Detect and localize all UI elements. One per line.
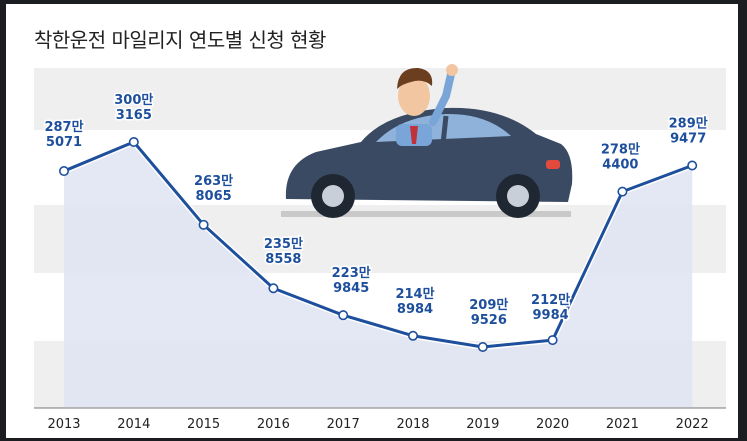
data-point-2013 — [58, 166, 69, 177]
data-point-2016 — [268, 283, 279, 294]
data-label-line2: 8065 — [196, 189, 232, 204]
driver-hand — [446, 64, 458, 76]
x-tick-label-2022: 2022 — [676, 417, 709, 432]
chart-panel: 287만 5071 300만 3165 263만 8065 235만 8558 223만 9845… — [6, 4, 738, 438]
data-label-line1: 212만 — [531, 292, 570, 308]
car-pillar — [440, 115, 449, 145]
data-point-2017 — [338, 310, 349, 321]
driver-hair — [397, 67, 433, 89]
data-label-line1: 287만 — [44, 119, 83, 135]
data-label-line1: 214만 — [395, 286, 434, 302]
driver-arm — [429, 66, 456, 126]
data-point-2019 — [477, 341, 488, 352]
data-label-line2: 4400 — [602, 158, 638, 173]
rear-hub — [507, 185, 529, 207]
data-label-line1: 289만 — [669, 116, 708, 132]
data-label-line1: 235만 — [264, 236, 303, 252]
data-label-line1: 300만 — [114, 92, 153, 108]
data-label-line2: 5071 — [46, 135, 82, 150]
x-tick-label-2013: 2013 — [47, 417, 80, 432]
data-point-2018 — [407, 330, 418, 341]
series-line — [63, 140, 693, 349]
data-label-line1: 263만 — [194, 173, 233, 189]
data-label-line2: 3165 — [116, 108, 152, 123]
data-point-2021 — [617, 186, 628, 197]
chart-title: 착한운전 마일리지 연도별 신청 현황 — [34, 28, 326, 52]
data-label-line1: 278만 — [601, 142, 640, 158]
tail-light — [546, 160, 560, 169]
data-point-2022 — [687, 160, 698, 171]
road-shadow — [281, 211, 571, 217]
data-label-line2: 8984 — [397, 302, 433, 317]
x-tick-label-2020: 2020 — [536, 417, 569, 432]
data-label-line2: 8558 — [265, 252, 301, 267]
data-label-line2: 9984 — [533, 308, 569, 323]
data-label-line2: 9526 — [471, 313, 507, 328]
car-driver-illustration — [281, 64, 573, 218]
data-label-line1: 209만 — [469, 297, 508, 313]
data-point-2020 — [547, 335, 558, 346]
x-tick-label-2021: 2021 — [606, 417, 639, 432]
x-tick-label-2017: 2017 — [327, 417, 360, 432]
data-label-line2: 9477 — [670, 132, 706, 147]
driver-tie — [410, 126, 418, 144]
background-band — [34, 68, 726, 130]
front-hub — [322, 185, 344, 207]
x-tick-label-2019: 2019 — [466, 417, 499, 432]
data-point-2014 — [128, 137, 139, 148]
data-label-line2: 9845 — [333, 281, 369, 296]
data-point-2015 — [198, 219, 209, 230]
data-label-line1: 223만 — [332, 265, 371, 281]
area-fill — [64, 142, 693, 407]
driver-head — [398, 76, 430, 116]
x-tick-label-2016: 2016 — [257, 417, 290, 432]
x-tick-label-2014: 2014 — [117, 417, 150, 432]
x-tick-label-2018: 2018 — [396, 417, 429, 432]
x-tick-label-2015: 2015 — [187, 417, 220, 432]
